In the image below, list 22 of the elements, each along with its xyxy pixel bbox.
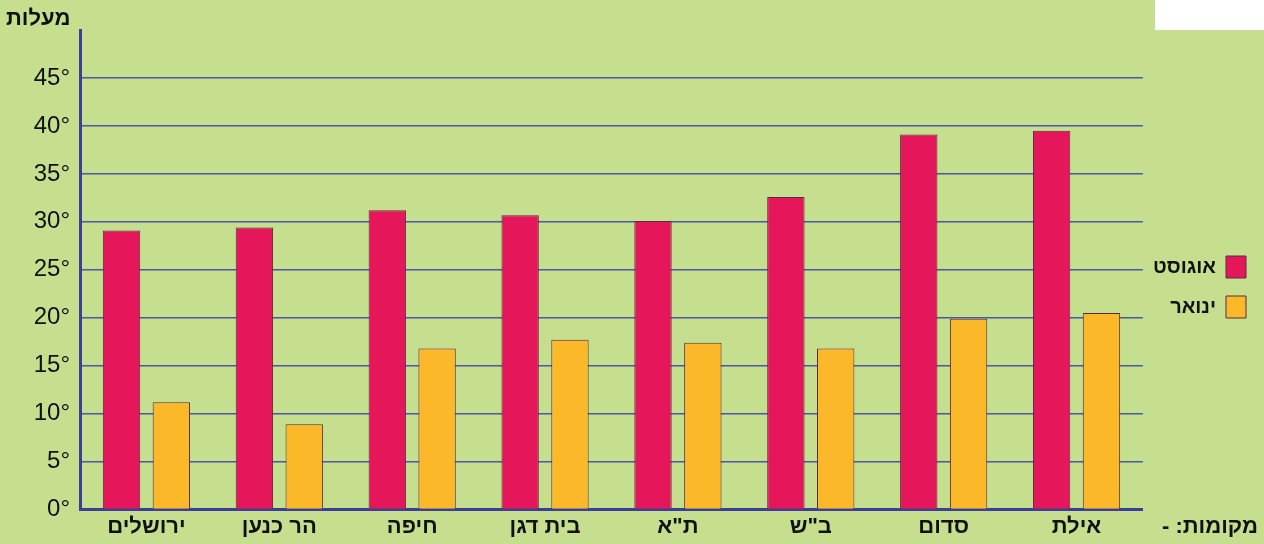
x-tick-label: בית דגן <box>509 512 581 538</box>
y-tick-label: 5° <box>47 446 71 474</box>
y-tick-label: 20° <box>33 302 70 330</box>
x-tick-label: סדום <box>918 512 969 538</box>
x-tick-label: ב"ש <box>789 512 832 538</box>
y-tick-label: 10° <box>33 398 70 426</box>
x-tick-label: ת"א <box>657 512 699 538</box>
x-axis-title: מקומות: - <box>1162 512 1258 538</box>
y-tick-label: 35° <box>33 158 70 186</box>
legend-label: אוגוסט <box>1152 254 1217 277</box>
x-tick-label: ירושלים <box>107 512 186 538</box>
y-tick-label: 30° <box>33 206 70 234</box>
y-tick-label: 45° <box>33 62 70 90</box>
y-tick-label: 25° <box>33 254 70 282</box>
x-tick-label: אילת <box>1051 512 1102 538</box>
legend-label: ינואר <box>1170 294 1216 317</box>
x-tick-label: חיפה <box>386 512 438 538</box>
y-axis-title: מעלות <box>6 5 71 31</box>
y-tick-label: 15° <box>33 350 70 378</box>
x-tick-label: הר כנען <box>241 512 317 538</box>
y-tick-label: 0° <box>47 494 71 522</box>
y-tick-label: 40° <box>33 110 70 138</box>
